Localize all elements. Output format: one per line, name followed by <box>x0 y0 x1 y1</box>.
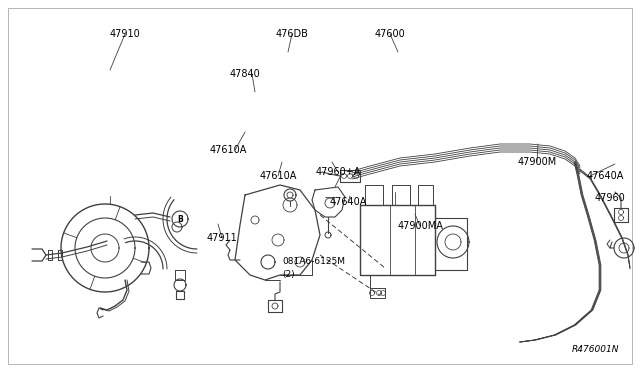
Text: 47640A: 47640A <box>330 197 367 207</box>
Text: 476DB: 476DB <box>276 29 308 39</box>
Text: (2): (2) <box>282 269 294 279</box>
Text: 47911: 47911 <box>207 233 237 243</box>
Text: 47900MA: 47900MA <box>397 221 443 231</box>
Text: R476001N: R476001N <box>572 346 620 355</box>
Text: 47840: 47840 <box>230 69 260 79</box>
Text: 47960: 47960 <box>595 193 625 203</box>
Text: 47610A: 47610A <box>259 171 297 181</box>
Text: 47960+A: 47960+A <box>316 167 361 177</box>
Text: 081A6-6125M: 081A6-6125M <box>282 257 345 266</box>
Text: 47600: 47600 <box>374 29 405 39</box>
Text: B: B <box>177 215 183 224</box>
Text: 47610A: 47610A <box>209 145 246 155</box>
Text: 47640A: 47640A <box>587 171 625 181</box>
Text: 47910: 47910 <box>109 29 140 39</box>
Text: 47900M: 47900M <box>517 157 557 167</box>
